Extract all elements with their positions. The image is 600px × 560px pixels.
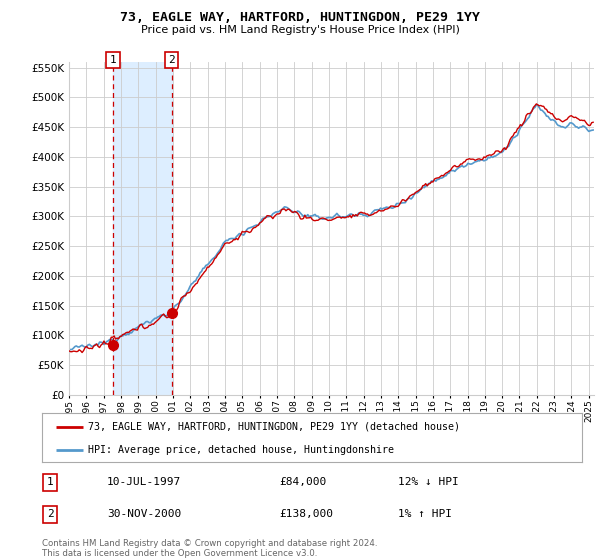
Text: 30-NOV-2000: 30-NOV-2000 <box>107 509 181 519</box>
Bar <box>113 62 172 395</box>
Text: HPI: Average price, detached house, Huntingdonshire: HPI: Average price, detached house, Hunt… <box>88 445 394 455</box>
Text: 2: 2 <box>168 55 175 65</box>
Text: 12% ↓ HPI: 12% ↓ HPI <box>398 477 459 487</box>
Text: 1: 1 <box>109 55 116 65</box>
Text: 1% ↑ HPI: 1% ↑ HPI <box>398 509 452 519</box>
Text: 73, EAGLE WAY, HARTFORD, HUNTINGDON, PE29 1YY (detached house): 73, EAGLE WAY, HARTFORD, HUNTINGDON, PE2… <box>88 422 460 432</box>
Text: 10-JUL-1997: 10-JUL-1997 <box>107 477 181 487</box>
Text: £138,000: £138,000 <box>280 509 334 519</box>
Text: 73, EAGLE WAY, HARTFORD, HUNTINGDON, PE29 1YY: 73, EAGLE WAY, HARTFORD, HUNTINGDON, PE2… <box>120 11 480 24</box>
Text: Price paid vs. HM Land Registry's House Price Index (HPI): Price paid vs. HM Land Registry's House … <box>140 25 460 35</box>
Text: 2: 2 <box>47 509 53 519</box>
Text: Contains HM Land Registry data © Crown copyright and database right 2024.
This d: Contains HM Land Registry data © Crown c… <box>42 539 377 558</box>
Text: 1: 1 <box>47 477 53 487</box>
Text: £84,000: £84,000 <box>280 477 327 487</box>
